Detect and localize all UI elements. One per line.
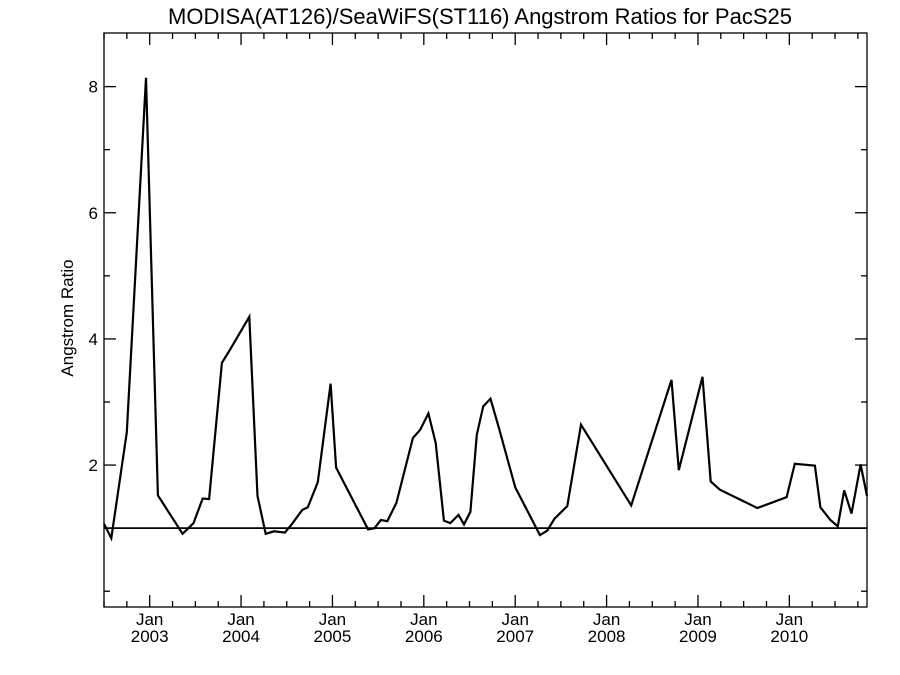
tick-labels: 2468Jan2003Jan2004Jan2005Jan2006Jan2007J… [89, 78, 809, 646]
y-tick-label: 2 [89, 456, 98, 475]
x-tick-label-year: 2009 [679, 627, 717, 646]
x-tick-label-month: Jan [319, 610, 346, 629]
x-tick-label-month: Jan [136, 610, 163, 629]
y-axis-label: Angstrom Ratio [58, 259, 77, 376]
series-line-1 [103, 77, 869, 542]
x-tick-label-year: 2007 [496, 627, 534, 646]
x-tick-label-month: Jan [684, 610, 711, 629]
plot-frame [103, 32, 868, 608]
axis-ticks [103, 33, 867, 607]
x-tick-label-year: 2006 [405, 627, 443, 646]
x-tick-label-month: Jan [593, 610, 620, 629]
chart-title: MODISA(AT126)/SeaWiFS(ST116) Angstrom Ra… [168, 4, 792, 29]
x-tick-label-year: 2010 [770, 627, 808, 646]
y-tick-label: 8 [89, 78, 98, 97]
x-tick-label-month: Jan [410, 610, 437, 629]
x-tick-label-month: Jan [227, 610, 254, 629]
x-tick-label-month: Jan [776, 610, 803, 629]
series-group [103, 77, 869, 542]
x-tick-label-year: 2003 [131, 627, 169, 646]
x-tick-label-month: Jan [501, 610, 528, 629]
x-tick-label-year: 2005 [314, 627, 352, 646]
x-tick-label-year: 2004 [222, 627, 260, 646]
x-tick-label-year: 2008 [588, 627, 626, 646]
y-tick-label: 6 [89, 204, 98, 223]
y-tick-label: 4 [89, 330, 98, 349]
